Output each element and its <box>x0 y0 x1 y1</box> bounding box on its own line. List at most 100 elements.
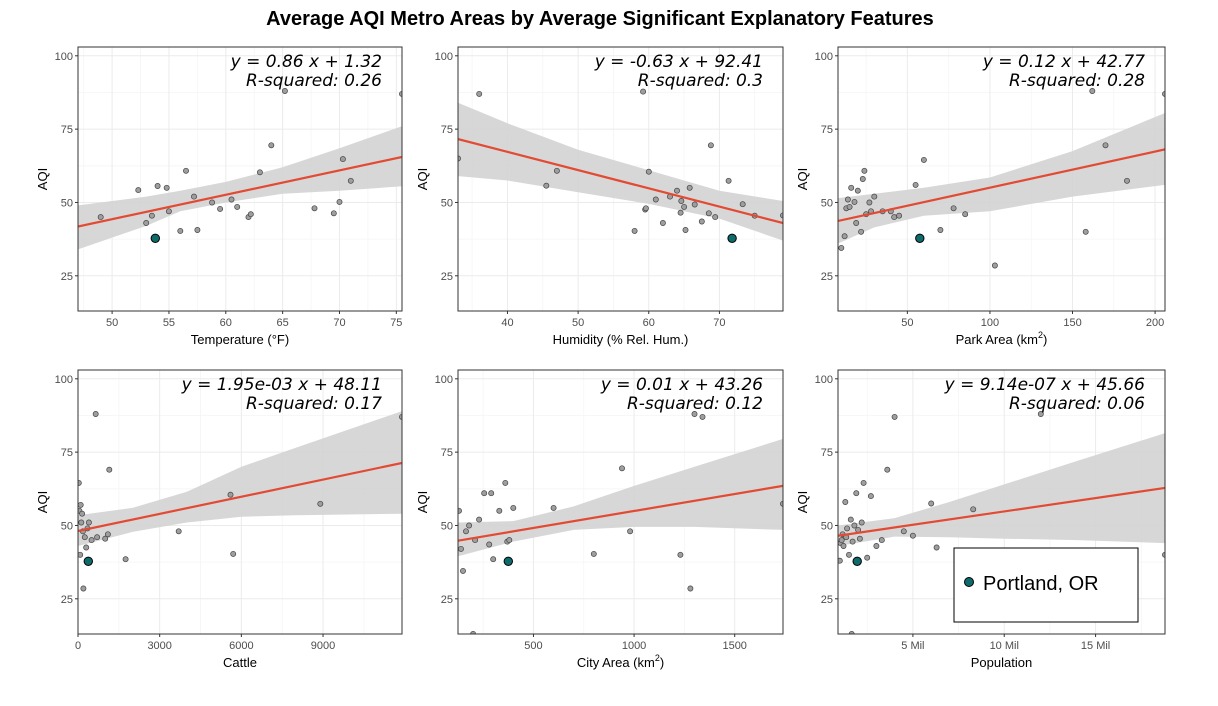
data-point <box>165 208 172 215</box>
x-axis-title-text: City Area (km <box>577 655 655 670</box>
data-point <box>330 210 337 217</box>
y-tick-label: 100 <box>55 51 73 63</box>
y-axis-title: AQI <box>795 491 810 513</box>
y-tick-label: 50 <box>441 520 453 532</box>
data-point <box>80 585 87 592</box>
confidence-band <box>78 126 402 250</box>
data-point <box>92 411 99 417</box>
y-tick-label: 75 <box>441 124 453 136</box>
data-point <box>840 543 847 549</box>
data-point <box>705 210 712 217</box>
data-point <box>780 212 783 219</box>
data-point <box>970 506 977 513</box>
y-tick-label: 50 <box>61 520 73 532</box>
x-axis-title-text: Humidity (% Rel. Hum.) <box>553 332 689 347</box>
legend: Portland, OR <box>953 547 1139 623</box>
data-point <box>79 510 86 517</box>
data-point <box>339 156 346 163</box>
x-tick-label: 3000 <box>147 640 171 652</box>
data-point <box>842 499 849 505</box>
data-point <box>78 519 85 526</box>
y-tick-label: 100 <box>435 51 453 63</box>
data-point <box>920 156 927 163</box>
x-axis-title: City Area (km2) <box>577 653 664 670</box>
data-point <box>659 220 666 226</box>
x-tick-label: 200 <box>1146 317 1164 329</box>
y-axis-title: AQI <box>35 491 50 513</box>
x-axis-title-text: Population <box>971 655 1032 670</box>
regression-equation: y = -0.63 x + 92.41 <box>594 52 763 72</box>
data-point <box>281 88 288 94</box>
data-point <box>854 187 861 194</box>
x-axis-title-close: ) <box>660 655 664 670</box>
x-tick-label: 9000 <box>311 640 335 652</box>
plot-border <box>837 369 1166 635</box>
y-tick-label: 100 <box>815 51 833 63</box>
x-axis-title: Temperature (°F) <box>191 332 289 347</box>
data-point <box>712 214 719 221</box>
plot-area <box>78 88 402 250</box>
y-tick-label: 50 <box>441 197 453 209</box>
regression-line <box>78 155 402 228</box>
y-axis-title: AQI <box>795 168 810 190</box>
data-point <box>859 176 866 182</box>
data-point <box>85 519 92 526</box>
data-point <box>458 545 464 552</box>
legend-label: Portland, OR <box>983 573 1099 595</box>
data-point <box>230 550 237 557</box>
data-point <box>991 262 998 269</box>
highlight-point <box>852 556 862 566</box>
data-point <box>496 507 503 514</box>
data-point <box>677 551 684 558</box>
data-point <box>317 500 324 507</box>
y-tick-label: 25 <box>61 271 73 283</box>
data-point <box>1162 90 1165 97</box>
x-tick-label: 15 Mil <box>1081 640 1110 652</box>
data-point <box>81 534 88 541</box>
y-tick-label: 50 <box>61 197 73 209</box>
data-point <box>1162 551 1165 558</box>
data-point <box>488 490 495 497</box>
plot-area <box>458 411 783 634</box>
data-point <box>463 528 469 535</box>
data-point <box>148 212 155 219</box>
x-tick-label: 50 <box>901 317 913 329</box>
data-point <box>1037 411 1044 417</box>
x-tick-label: 75 <box>390 317 402 329</box>
regression-line <box>838 148 1165 223</box>
highlight-point <box>83 556 94 566</box>
y-tick-label: 75 <box>821 124 833 136</box>
y-axis-title: AQI <box>35 168 50 190</box>
panel-2: 25 50 75 100 40 50 60 70 Humidity (% Rel. Hum.) A… <box>415 46 784 347</box>
data-point <box>867 493 874 500</box>
data-point <box>1124 177 1130 184</box>
data-point <box>143 220 150 226</box>
data-point <box>871 193 878 200</box>
x-tick-label: 500 <box>524 640 542 652</box>
panel-1: 25 50 75 100 50 55 60 65 70 75 Temperature (°F) AQI… <box>35 46 403 347</box>
data-point <box>841 233 848 240</box>
data-point <box>619 465 625 472</box>
data-point <box>851 198 858 205</box>
x-tick-label: 100 <box>981 317 999 329</box>
data-point <box>860 479 867 486</box>
data-point <box>104 531 111 538</box>
regression-equation: y = 0.01 x + 43.26 <box>600 375 763 395</box>
data-point <box>247 211 254 218</box>
data-point <box>347 177 354 184</box>
data-point <box>88 537 95 544</box>
x-axis-title-text: Temperature (°F) <box>191 332 289 347</box>
data-point <box>590 550 597 557</box>
y-tick-label: 25 <box>821 271 833 283</box>
x-tick-label: 40 <box>501 317 513 329</box>
data-point <box>780 500 783 507</box>
data-point <box>470 631 477 634</box>
data-point <box>234 203 241 210</box>
data-point <box>891 413 898 420</box>
data-point <box>896 212 903 219</box>
r-squared-label: R-squared: 0.12 <box>627 394 763 414</box>
regression-equation: y = 0.12 x + 42.77 <box>982 52 1145 72</box>
data-point <box>687 585 694 592</box>
data-point <box>848 631 855 634</box>
